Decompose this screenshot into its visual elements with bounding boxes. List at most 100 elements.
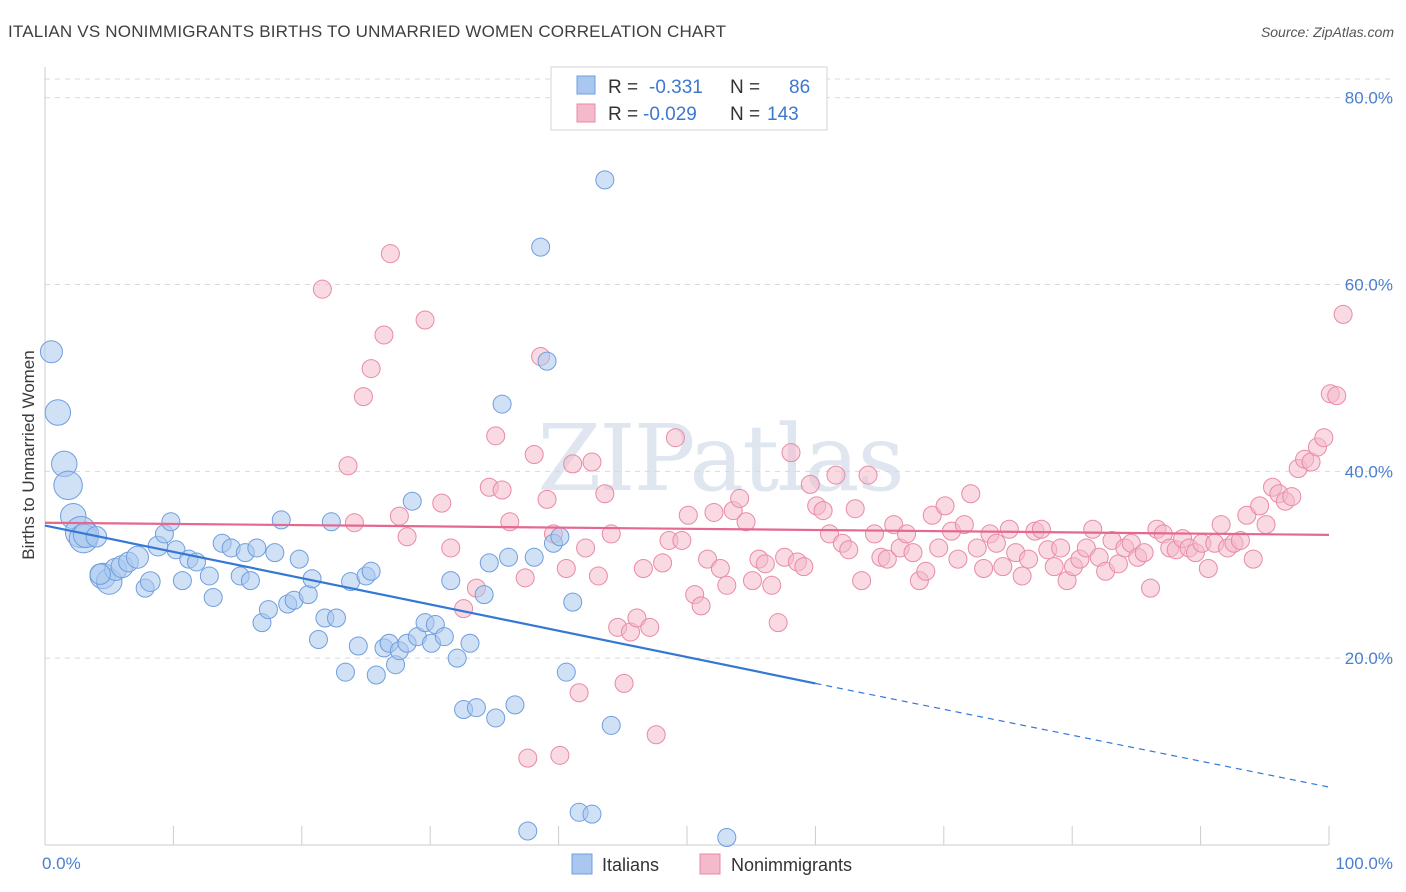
nonimmigrants-point (1250, 496, 1270, 516)
nonimmigrants-point (1083, 519, 1103, 539)
nonimmigrants-point (595, 484, 615, 504)
nonimmigrants-point (1051, 538, 1071, 558)
nonimmigrants-point (588, 566, 608, 586)
nonimmigrants-point (569, 683, 589, 703)
nonimmigrants-point (858, 465, 878, 485)
nonimmigrants-point (524, 445, 544, 465)
italians-point (258, 600, 278, 620)
nonimmigrants-point (640, 617, 660, 637)
bottom-legend-swatch-nonimmigrants (699, 853, 721, 875)
nonimmigrants-point (389, 506, 409, 526)
nonimmigrants-point (762, 575, 782, 595)
nonimmigrants-point (781, 443, 801, 463)
italians-point (39, 340, 63, 364)
nonimmigrants-point (1012, 566, 1032, 586)
italians-point (265, 543, 285, 563)
italians-point (524, 547, 544, 567)
nonimmigrants-point (929, 538, 949, 558)
nonimmigrants-point (361, 359, 381, 379)
axes (44, 67, 1330, 846)
italians-point (447, 648, 467, 668)
bottom-legend-nonimmigrants: Nonimmigrants (731, 855, 852, 875)
nonimmigrants-point (1198, 558, 1218, 578)
italians-point (563, 592, 583, 612)
nonimmigrants-point (432, 493, 452, 513)
nonimmigrants-point (993, 557, 1013, 577)
italians-point (366, 665, 386, 685)
nonimmigrants-point (1282, 487, 1302, 507)
nonimmigrants-point (864, 524, 884, 544)
nonimmigrants-point (344, 513, 364, 533)
nonimmigrants-point (492, 480, 512, 500)
series-legend: Italians Nonimmigrants (571, 853, 852, 875)
nonimmigrants-trend-line (44, 521, 1330, 536)
nonimmigrants-point (1230, 530, 1250, 550)
italians-point (53, 470, 83, 501)
nonimmigrants-point (974, 558, 994, 578)
nonimmigrants-point (380, 244, 400, 264)
italians-point (161, 512, 181, 532)
nonimmigrants-point (576, 538, 596, 558)
nonimmigrants-point (518, 748, 538, 768)
legend-swatch-italians (576, 75, 596, 95)
legend-r-label-1: R = (608, 77, 638, 98)
nonimmigrants-point (967, 538, 987, 558)
nonimmigrants-points (312, 244, 1353, 768)
italians-point (348, 636, 368, 656)
italians-point (466, 698, 486, 718)
nonimmigrants-point (338, 456, 358, 476)
nonimmigrants-point (415, 310, 435, 330)
nonimmigrants-point (1327, 386, 1347, 406)
nonimmigrants-point (897, 524, 917, 544)
y-tick-label: 80.0% (1345, 89, 1393, 108)
nonimmigrants-point (1243, 549, 1263, 569)
correlation-legend: R = -0.331 N = 86 R = -0.029 N = 143 (550, 66, 828, 131)
nonimmigrants-point (678, 505, 698, 525)
nonimmigrants-point (948, 549, 968, 569)
nonimmigrants-point (800, 474, 820, 494)
nonimmigrants-point (537, 489, 557, 509)
italians-point (486, 708, 506, 728)
italians-point (139, 571, 161, 592)
italians-point (402, 491, 422, 511)
legend-r-value-2: -0.029 (643, 104, 697, 125)
nonimmigrants-point (374, 325, 394, 345)
italians-point (505, 695, 525, 715)
nonimmigrants-point (839, 540, 859, 560)
nonimmigrants-point (903, 543, 923, 563)
legend-n-value-2: 143 (767, 104, 799, 125)
nonimmigrants-point (852, 571, 872, 591)
italians-point (492, 394, 512, 414)
nonimmigrants-point (672, 530, 692, 550)
y-axis-label: Births to Unmarried Women (19, 350, 38, 559)
italians-point (361, 561, 381, 581)
nonimmigrants-point (768, 613, 788, 633)
nonimmigrants-point (717, 575, 737, 595)
y-tick-labels: 20.0% 40.0% 60.0% 80.0% (1345, 89, 1393, 668)
italians-point (271, 510, 291, 530)
nonimmigrants-point (884, 515, 904, 535)
nonimmigrants-point (633, 558, 653, 578)
legend-r-value-1: -0.331 (649, 77, 703, 98)
italians-point (479, 553, 499, 573)
italians-point (308, 629, 328, 649)
nonimmigrants-point (845, 499, 865, 519)
nonimmigrants-point (312, 279, 332, 299)
italians-point (240, 571, 260, 591)
italians-point (199, 566, 219, 586)
legend-n-label-1: N = (730, 77, 760, 98)
nonimmigrants-point (1314, 428, 1334, 448)
nonimmigrants-point (1333, 304, 1353, 324)
trend-lines (44, 521, 1330, 788)
bottom-legend-italians: Italians (602, 855, 659, 875)
nonimmigrants-point (1108, 554, 1128, 574)
nonimmigrants-point (935, 496, 955, 516)
nonimmigrants-point (614, 673, 634, 693)
chart-title: ITALIAN VS NONIMMIGRANTS BIRTHS TO UNMAR… (8, 22, 727, 41)
italians-point (441, 571, 461, 591)
nonimmigrants-point (961, 484, 981, 504)
italians-trend-extension (815, 682, 1330, 788)
nonimmigrants-point (646, 725, 666, 745)
italians-point (717, 828, 737, 848)
